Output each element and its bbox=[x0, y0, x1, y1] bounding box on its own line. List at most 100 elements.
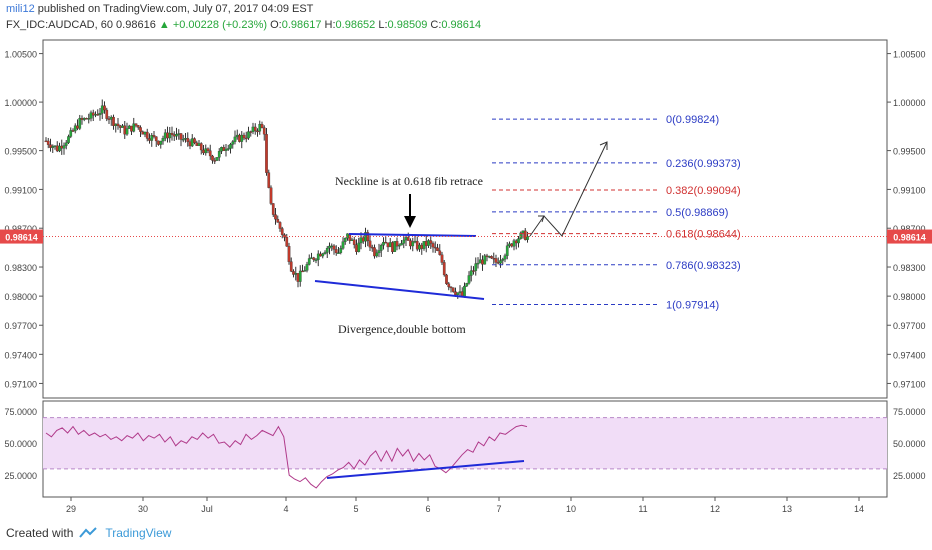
candle-body bbox=[478, 259, 482, 264]
price-tick-label-right: 0.97400 bbox=[893, 350, 926, 360]
rsi-line bbox=[45, 424, 528, 489]
current-price-label-left: 0.98614 bbox=[5, 233, 38, 243]
time-tick-label: Jul bbox=[201, 504, 213, 514]
candle-body bbox=[161, 138, 165, 142]
candle-body bbox=[404, 237, 408, 241]
candle-body bbox=[51, 146, 55, 148]
time-tick-label: 5 bbox=[353, 504, 358, 514]
price-change: +0.00228 (+0.23%) bbox=[172, 19, 268, 31]
candle-body bbox=[492, 257, 496, 260]
candle-body bbox=[280, 228, 284, 235]
candle-body bbox=[301, 270, 304, 273]
candle-body bbox=[447, 283, 451, 288]
divergence-annotation: Divergence,double bottom bbox=[338, 322, 466, 336]
footer: Created with TradingView bbox=[6, 526, 171, 540]
candle-body bbox=[474, 263, 478, 271]
candle-body bbox=[521, 230, 525, 234]
candle-body bbox=[287, 246, 291, 262]
candle-body bbox=[285, 237, 289, 247]
candle-body bbox=[483, 255, 487, 265]
candle-body bbox=[267, 172, 271, 188]
candle-body bbox=[233, 136, 237, 142]
candle-body bbox=[208, 150, 212, 157]
candle-body bbox=[197, 143, 201, 146]
candle-body bbox=[413, 240, 417, 243]
candle-body bbox=[249, 131, 253, 133]
candle-body bbox=[242, 134, 246, 139]
candle-body bbox=[316, 253, 320, 260]
candle-body bbox=[46, 140, 50, 145]
projection-path bbox=[529, 141, 608, 237]
time-tick-label: 14 bbox=[854, 504, 864, 514]
candle-body bbox=[87, 118, 91, 120]
candle-body bbox=[251, 126, 255, 132]
candle-body bbox=[118, 125, 122, 128]
candle-body bbox=[294, 273, 298, 275]
rsi-tick-label-left: 75.0000 bbox=[4, 407, 37, 417]
candle-body bbox=[283, 234, 286, 238]
candle-body bbox=[409, 240, 412, 247]
tradingview-brand-link[interactable]: TradingView bbox=[105, 526, 172, 540]
candle-body bbox=[395, 241, 399, 247]
candle-body bbox=[96, 114, 100, 116]
current-price-label-right: 0.98614 bbox=[893, 233, 926, 243]
candle-body bbox=[496, 262, 500, 264]
price-tick-label-left: 1.00500 bbox=[4, 50, 37, 60]
candle-body bbox=[499, 260, 502, 264]
candle-body bbox=[501, 259, 505, 261]
candle-body bbox=[442, 262, 446, 276]
candle-body bbox=[469, 270, 473, 276]
candle-body bbox=[177, 133, 181, 135]
current-price-tag-left bbox=[0, 229, 43, 244]
candle-body bbox=[481, 259, 484, 265]
candle-body bbox=[76, 125, 79, 129]
price-tick-label-left: 1.00000 bbox=[4, 98, 37, 108]
candle-body bbox=[69, 130, 73, 137]
open-label: O: bbox=[270, 19, 282, 31]
candle-body bbox=[341, 241, 345, 249]
candle-body bbox=[53, 145, 57, 147]
candle-body bbox=[467, 275, 471, 284]
price-tick-label-right: 1.00500 bbox=[893, 50, 926, 60]
candle-body bbox=[188, 141, 192, 147]
price-tick-label-right: 0.99500 bbox=[893, 147, 926, 157]
candle-body bbox=[438, 250, 442, 255]
rsi-tick-label-right: 25.0000 bbox=[893, 471, 926, 481]
price-pane-frame bbox=[42, 39, 888, 399]
candle-body bbox=[519, 232, 523, 239]
candle-body bbox=[339, 248, 343, 253]
candle-body bbox=[503, 255, 507, 260]
candle-body bbox=[359, 237, 363, 244]
candle-body bbox=[388, 242, 392, 248]
candle-body bbox=[269, 187, 273, 204]
up-triangle-icon: ▲ bbox=[158, 19, 170, 31]
candle-body bbox=[458, 291, 462, 293]
candle-body bbox=[422, 241, 426, 249]
candle-body bbox=[368, 240, 372, 248]
open-value: 0.98617 bbox=[281, 19, 322, 31]
candle-body bbox=[213, 160, 217, 162]
candle-body bbox=[145, 131, 149, 139]
candle-body bbox=[62, 145, 66, 149]
candle-body bbox=[487, 256, 491, 258]
candle-body bbox=[80, 117, 84, 120]
candle-body bbox=[510, 243, 514, 247]
candle-body bbox=[355, 244, 358, 252]
author-link[interactable]: mili12 bbox=[6, 3, 35, 15]
candle-body bbox=[94, 114, 97, 116]
candle-body bbox=[332, 245, 336, 250]
candle-body bbox=[494, 258, 498, 263]
price-tick-label-left: 0.97400 bbox=[4, 350, 37, 360]
candle-body bbox=[172, 134, 176, 137]
time-tick-label: 30 bbox=[138, 504, 148, 514]
candle-body bbox=[82, 118, 86, 120]
candle-body bbox=[445, 274, 448, 284]
candle-body bbox=[260, 124, 264, 128]
neckline-annotation: Neckline is at 0.618 fib retrace bbox=[335, 174, 483, 188]
candle-body bbox=[125, 128, 129, 135]
neckline-line bbox=[348, 233, 477, 237]
candle-body bbox=[321, 253, 325, 257]
candle-body bbox=[274, 214, 277, 220]
price-tick-label-left: 0.97700 bbox=[4, 321, 37, 331]
